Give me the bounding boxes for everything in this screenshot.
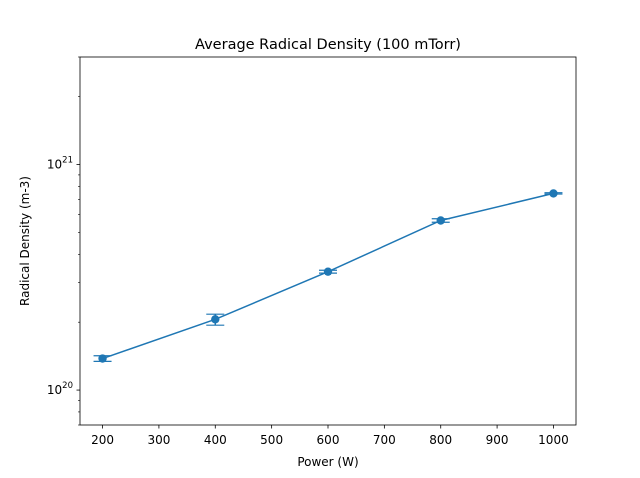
x-tick-label: 500 (260, 433, 283, 447)
x-tick-label: 300 (147, 433, 170, 447)
x-tick-label: 1000 (538, 433, 569, 447)
data-point (436, 216, 445, 225)
axes-frame (79, 56, 577, 426)
x-tick-label: 600 (317, 433, 340, 447)
x-tick-label: 800 (429, 433, 452, 447)
x-tick-label: 200 (91, 433, 114, 447)
x-tick-label: 700 (373, 433, 396, 447)
data-point (549, 189, 558, 198)
plot-area: 200 300 400 500 600 700 800 900 1000 1020 1021 (47, 56, 569, 447)
y-tick-label: 1020 (47, 381, 73, 397)
y-axis-label: Radical Density (m-3) (18, 176, 32, 306)
data-point (98, 354, 107, 363)
y-tick-label: 1021 (47, 156, 73, 172)
data-point (323, 267, 333, 276)
x-tick-label: 900 (486, 433, 509, 447)
x-axis-label: Power (W) (297, 455, 358, 469)
x-tick-label: 400 (204, 433, 227, 447)
data-point (211, 315, 220, 324)
chart-title: Average Radical Density (100 mTorr) (195, 37, 461, 53)
